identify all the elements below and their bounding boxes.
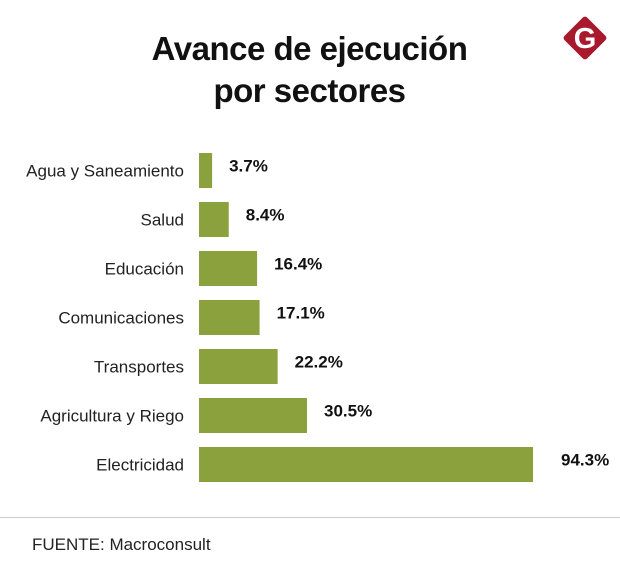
category-label: Agua y Saneamiento <box>26 162 184 181</box>
value-label: 17.1% <box>277 304 325 323</box>
svg-text:G: G <box>574 23 597 55</box>
category-label: Salud <box>141 211 184 230</box>
category-label: Transportes <box>94 358 184 377</box>
value-label: 8.4% <box>246 206 285 225</box>
gestion-logo-icon: G <box>563 16 607 60</box>
chart-title-line-1: Avance de ejecución <box>151 30 468 67</box>
bar <box>199 251 258 286</box>
category-label: Educación <box>105 260 184 279</box>
bar <box>199 300 260 335</box>
bar <box>199 153 213 188</box>
value-label: 94.3% <box>561 451 609 470</box>
bar <box>199 349 278 384</box>
chart-title: Avance de ejecución por sectores <box>0 28 620 112</box>
bar <box>199 202 229 237</box>
category-label: Comunicaciones <box>58 309 184 328</box>
bar <box>199 398 308 433</box>
divider <box>0 517 620 518</box>
chart-title-line-2: por sectores <box>213 72 406 109</box>
category-label: Agricultura y Riego <box>40 407 184 426</box>
value-label: 30.5% <box>324 402 372 421</box>
bar <box>199 447 533 482</box>
category-label: Electricidad <box>96 456 184 475</box>
source-note: FUENTE: Macroconsult <box>32 535 211 554</box>
value-label: 16.4% <box>274 255 322 274</box>
value-label: 22.2% <box>295 353 343 372</box>
bar-chart: Agua y Saneamiento 3.7% Salud 8.4% Educación… <box>26 153 609 482</box>
value-label: 3.7% <box>229 157 268 176</box>
